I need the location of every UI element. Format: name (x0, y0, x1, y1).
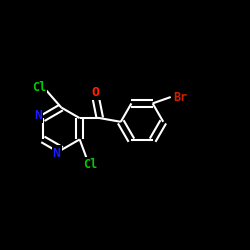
Text: Cl: Cl (32, 81, 46, 94)
Text: Br: Br (173, 90, 187, 104)
Text: Cl: Cl (83, 158, 97, 171)
Text: N: N (34, 108, 42, 122)
Text: N: N (53, 146, 61, 160)
Text: O: O (92, 86, 100, 99)
